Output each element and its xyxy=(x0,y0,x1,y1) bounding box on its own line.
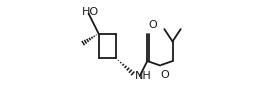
Text: O: O xyxy=(148,20,157,30)
Text: NH: NH xyxy=(134,71,151,81)
Text: O: O xyxy=(161,70,169,80)
Text: HO: HO xyxy=(82,7,99,17)
